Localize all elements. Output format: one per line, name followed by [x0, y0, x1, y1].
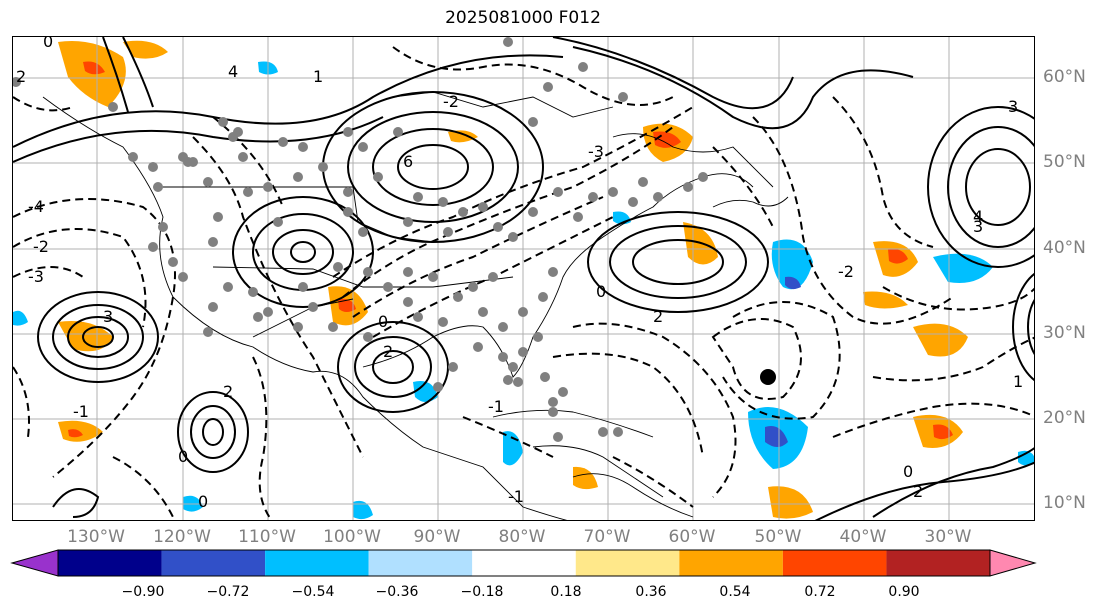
shade-red-caribbean [933, 424, 953, 440]
contour-label: 3 [1008, 97, 1018, 116]
contour-label: 3 [103, 307, 113, 326]
colorbar-tick-label: −0.90 [121, 584, 165, 600]
shade-red-plains [338, 298, 356, 312]
lon-label: 50°W [754, 527, 802, 547]
colorbar-segment [886, 550, 990, 576]
contour-label: -4 [28, 197, 44, 216]
lon-label: 30°W [924, 527, 972, 547]
contour-label: -3 [28, 267, 44, 286]
colorbar-extend-low [10, 549, 59, 577]
contour-label: 2 [653, 307, 663, 326]
colorbar-segment [265, 550, 369, 576]
contour-label: 4 [228, 62, 238, 81]
shade-blue-pacific4 [353, 500, 373, 520]
colorbar-segment [161, 550, 266, 576]
shade-darkblue-atlantic3 [765, 426, 788, 447]
contour-label: 3 [973, 217, 983, 236]
shade-orange-tropical-sw [768, 486, 813, 519]
lon-label: 40°W [839, 527, 887, 547]
shade-orange-atlantic3 [913, 323, 968, 357]
colorbar-tick-label: 0.90 [888, 584, 920, 600]
colorbar-tick-label: −0.72 [206, 584, 250, 600]
shade-blue-atlantic2 [933, 253, 993, 283]
lat-label: 40°N [1043, 238, 1086, 258]
contour-label: -1 [488, 397, 504, 416]
contour-label: 1 [313, 67, 323, 86]
lat-label: 60°N [1043, 67, 1086, 87]
contour-label: 0 [903, 462, 913, 481]
contour-label: 2 [383, 342, 393, 361]
contour-label: 1 [1013, 372, 1023, 391]
shade-blue-gulf [413, 381, 438, 402]
lon-label: 70°W [583, 527, 631, 547]
shade-red-atlantic2 [888, 248, 908, 264]
lon-label: 80°W [498, 527, 546, 547]
contour-label: -2 [838, 262, 854, 281]
lat-label: 10°N [1043, 493, 1086, 513]
contour-label: -2 [443, 92, 459, 111]
lon-label: 120°W [153, 527, 211, 547]
colorbar-outline [57, 549, 991, 577]
colorbar-tick-label: 0.18 [550, 584, 582, 600]
colorbar-segment [58, 550, 162, 576]
contour-label: 0 [43, 37, 53, 51]
colorbar-tick-label: −0.54 [291, 584, 335, 600]
map-title: 2025081000 F012 [445, 8, 601, 28]
lat-label: 50°N [1043, 152, 1086, 172]
contour-label: 0 [596, 282, 606, 301]
lon-label: 60°W [668, 527, 716, 547]
marked-point [760, 369, 776, 385]
contour-labels: 0 2 4 6 3 -2 -4 -3 1 -1 2 0 -2 3 0 2 -2 … [16, 37, 1023, 511]
lat-label: 20°N [1043, 408, 1086, 428]
shade-blue-centralam [503, 431, 523, 466]
contour-label: 0 [198, 492, 208, 511]
lon-label: 130°W [67, 527, 125, 547]
contour-label: -1 [508, 487, 524, 506]
shade-orange-atlantic4 [863, 291, 908, 309]
shade-orange-n [123, 40, 168, 59]
shade-red-nw [83, 61, 105, 75]
contour-label: 0 [178, 447, 188, 466]
colorbar-extend-high [989, 549, 1037, 577]
colorbar-segment [472, 550, 576, 576]
colorbar-segment [368, 550, 473, 576]
colorbar [10, 549, 1037, 577]
contour-label: 0 [378, 312, 388, 331]
graticule [13, 37, 1034, 520]
contour-label: -3 [588, 142, 604, 161]
lon-label: 90°W [413, 527, 461, 547]
colorbar-tick-label: 0.72 [804, 584, 836, 600]
lon-label: 110°W [238, 527, 296, 547]
colorbar-tick-label: 0.36 [635, 584, 667, 600]
shade-blue-nw2 [13, 310, 28, 326]
lat-label: 30°N [1043, 323, 1086, 343]
colorbar-segment [782, 550, 887, 576]
shade-orange-greatlakes [448, 130, 478, 143]
shade-darkblue-atlantic1 [785, 276, 801, 290]
dashed-contours [13, 46, 1034, 520]
colorbar-tick-label: −0.36 [375, 584, 419, 600]
shade-orange-sa [573, 466, 598, 490]
colorbar-tick-label: 0.54 [719, 584, 751, 600]
contour-label: 2 [913, 482, 923, 501]
contour-label: -2 [33, 237, 49, 256]
lon-label: 100°W [323, 527, 381, 547]
map-canvas: 0 2 4 6 3 -2 -4 -3 1 -1 2 0 -2 3 0 2 -2 … [13, 37, 1034, 520]
contour-label: 6 [403, 152, 413, 171]
colorbar-tick-label: −0.18 [460, 584, 504, 600]
colorbar-segment [575, 550, 680, 576]
contour-label: 4 [973, 207, 983, 226]
station-dots [13, 37, 708, 442]
solid-contours [13, 37, 1034, 520]
shade-blue-atlantic1 [771, 239, 813, 290]
map-panel: 0 2 4 6 3 -2 -4 -3 1 -1 2 0 -2 3 0 2 -2 … [12, 36, 1035, 521]
shade-orange-pacific2 [58, 420, 103, 442]
contour-label: -1 [73, 402, 89, 421]
contour-label: 2 [223, 382, 233, 401]
shade-red-pacific2 [68, 429, 83, 438]
contour-label: 2 [16, 67, 26, 86]
colorbar-segment [679, 550, 783, 576]
